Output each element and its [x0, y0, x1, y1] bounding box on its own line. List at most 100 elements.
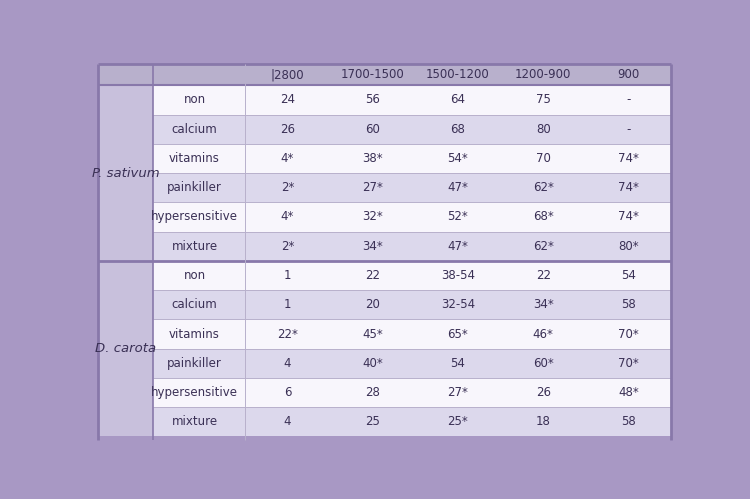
Text: 1: 1 — [284, 298, 291, 311]
Text: 6: 6 — [284, 386, 291, 399]
Text: 52*: 52* — [448, 211, 468, 224]
Bar — [154, 85, 244, 115]
Bar — [586, 290, 671, 319]
Text: 28: 28 — [365, 386, 380, 399]
Bar — [244, 261, 330, 290]
Text: 20: 20 — [365, 298, 380, 311]
Bar — [330, 144, 416, 173]
Text: 58: 58 — [621, 298, 636, 311]
Bar — [501, 173, 586, 202]
Bar — [416, 407, 501, 437]
Text: 74*: 74* — [618, 181, 639, 194]
Text: non: non — [184, 93, 206, 106]
Text: 1200-900: 1200-900 — [515, 68, 572, 81]
Bar — [501, 407, 586, 437]
Bar — [501, 202, 586, 232]
Bar — [98, 64, 671, 85]
Text: D. carota: D. carota — [95, 342, 156, 355]
Bar — [416, 232, 501, 261]
Bar — [586, 378, 671, 407]
Text: 80: 80 — [536, 123, 550, 136]
Text: vitamins: vitamins — [170, 327, 220, 340]
Bar — [244, 144, 330, 173]
Text: 70*: 70* — [618, 327, 639, 340]
Text: 26: 26 — [280, 123, 295, 136]
Text: calcium: calcium — [172, 123, 217, 136]
Bar — [330, 202, 416, 232]
Bar — [330, 407, 416, 437]
Text: 48*: 48* — [618, 386, 639, 399]
Text: 4: 4 — [284, 415, 291, 428]
Text: |2800: |2800 — [271, 68, 304, 81]
Bar — [501, 144, 586, 173]
Text: 60*: 60* — [532, 357, 554, 370]
Text: 40*: 40* — [362, 357, 383, 370]
Bar — [154, 144, 244, 173]
Bar — [154, 290, 244, 319]
Bar — [586, 319, 671, 349]
Text: 68: 68 — [451, 123, 466, 136]
Bar — [98, 261, 154, 437]
Bar — [416, 319, 501, 349]
Text: calcium: calcium — [172, 298, 217, 311]
Bar — [154, 407, 244, 437]
Bar — [330, 378, 416, 407]
Text: 1: 1 — [284, 269, 291, 282]
Text: 45*: 45* — [362, 327, 383, 340]
Bar — [416, 144, 501, 173]
Bar — [154, 173, 244, 202]
Bar — [154, 202, 244, 232]
Text: painkiller: painkiller — [167, 357, 222, 370]
Bar — [330, 85, 416, 115]
Bar — [154, 319, 244, 349]
Bar — [586, 232, 671, 261]
Bar — [501, 85, 586, 115]
Text: 22: 22 — [536, 269, 550, 282]
Bar — [154, 349, 244, 378]
Text: 2*: 2* — [280, 240, 294, 252]
Bar — [330, 173, 416, 202]
Bar — [586, 85, 671, 115]
Text: 2*: 2* — [280, 181, 294, 194]
Text: 46*: 46* — [532, 327, 554, 340]
Text: 900: 900 — [617, 68, 640, 81]
Text: -: - — [626, 93, 631, 106]
Bar — [586, 407, 671, 437]
Text: mixture: mixture — [172, 240, 217, 252]
Text: 65*: 65* — [448, 327, 468, 340]
Bar — [501, 232, 586, 261]
Bar — [586, 115, 671, 144]
Text: 54*: 54* — [448, 152, 468, 165]
Bar — [244, 290, 330, 319]
Text: 74*: 74* — [618, 211, 639, 224]
Bar — [586, 173, 671, 202]
Bar — [154, 261, 244, 290]
Text: 62*: 62* — [532, 181, 554, 194]
Bar — [244, 232, 330, 261]
Bar — [416, 290, 501, 319]
Text: 64: 64 — [451, 93, 466, 106]
Text: 1700-1500: 1700-1500 — [340, 68, 405, 81]
Bar — [154, 378, 244, 407]
Text: 62*: 62* — [532, 240, 554, 252]
Bar — [501, 115, 586, 144]
Text: non: non — [184, 269, 206, 282]
Text: mixture: mixture — [172, 415, 217, 428]
Bar — [416, 173, 501, 202]
Bar — [244, 173, 330, 202]
Text: -: - — [626, 123, 631, 136]
Text: 75: 75 — [536, 93, 550, 106]
Text: 4*: 4* — [280, 152, 294, 165]
Text: hypersensitive: hypersensitive — [151, 211, 238, 224]
Text: 22*: 22* — [277, 327, 298, 340]
Text: 38-54: 38-54 — [441, 269, 475, 282]
Bar — [501, 349, 586, 378]
Bar — [586, 261, 671, 290]
Bar — [244, 407, 330, 437]
Text: 4: 4 — [284, 357, 291, 370]
Bar — [416, 115, 501, 144]
Bar — [501, 261, 586, 290]
Text: 70: 70 — [536, 152, 550, 165]
Text: 32-54: 32-54 — [441, 298, 475, 311]
Text: 80*: 80* — [618, 240, 639, 252]
